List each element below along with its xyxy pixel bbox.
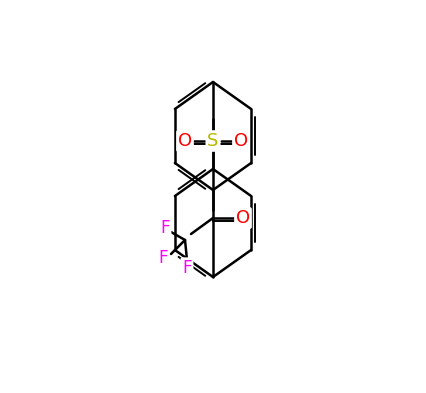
Text: F: F	[182, 259, 191, 277]
Text: O: O	[236, 209, 250, 227]
Text: F: F	[160, 219, 170, 237]
Text: O: O	[178, 132, 192, 150]
Text: F: F	[158, 249, 167, 267]
Text: S: S	[207, 132, 218, 150]
Text: O: O	[233, 132, 248, 150]
